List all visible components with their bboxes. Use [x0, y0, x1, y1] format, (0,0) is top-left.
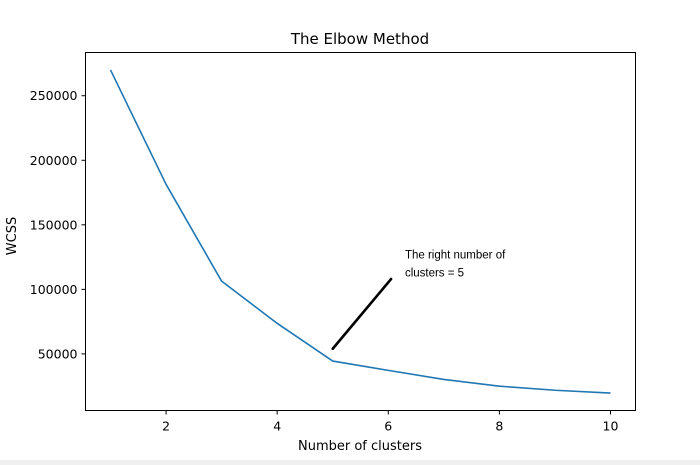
- y-axis-label: WCSS: [5, 217, 20, 255]
- annotation-text-line-0: The right number of: [405, 249, 506, 261]
- bottom-strip: [0, 460, 700, 465]
- annotation-stroke-0: [331, 277, 393, 351]
- chart-title: The Elbow Method: [290, 30, 429, 48]
- y-tick-label-150000: 150000: [30, 217, 78, 232]
- annotation-text-line-1: clusters = 5: [405, 267, 464, 279]
- y-tick-label-100000: 100000: [30, 282, 78, 297]
- x-tick-label-8: 8: [495, 419, 503, 434]
- y-tick-label-200000: 200000: [30, 153, 78, 168]
- x-tick-label-4: 4: [273, 419, 281, 434]
- series-line-0: [109, 69, 611, 394]
- plot-frame: [85, 52, 636, 411]
- y-tick-label-50000: 50000: [38, 346, 78, 361]
- x-axis-label: Number of clusters: [298, 439, 422, 454]
- y-tick-label-250000: 250000: [30, 88, 78, 103]
- x-tick-label-6: 6: [384, 419, 392, 434]
- x-tick-label-2: 2: [162, 419, 170, 434]
- x-tick-label-10: 10: [603, 419, 619, 434]
